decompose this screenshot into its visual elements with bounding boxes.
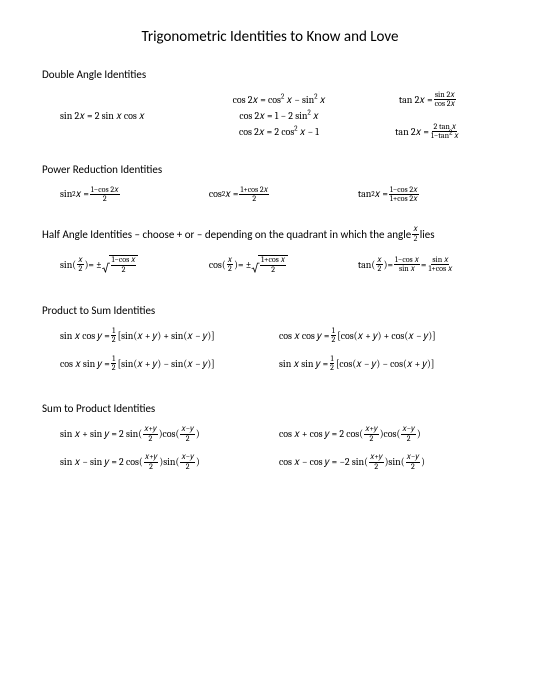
section-half-angle: Half Angle Identities – choose + or – de… xyxy=(42,225,498,274)
section-sum-to-prod: Sum to Product Identities sin 𝑥 + sin 𝑦 … xyxy=(42,402,498,471)
formula-cos2x-a: cos 2𝑥 = cos2 𝑥 − sin2 𝑥 xyxy=(233,94,326,106)
formula-sin2x: sin 2𝑥 = 2 sin 𝑥 cos 𝑥 xyxy=(60,110,200,122)
formula-sin-half: sin (𝑥2) = ± 1−cos 𝑥2 xyxy=(60,255,209,274)
formula-cos-half: cos (𝑥2) = ± 1+cos 𝑥2 xyxy=(209,255,358,274)
page-title: Trigonometric Identities to Know and Lov… xyxy=(42,28,498,46)
heading-double-angle: Double Angle Identities xyxy=(42,68,498,81)
formula-cossin: cos 𝑥 sin 𝑦 = 12[sin(𝑥 + 𝑦) − sin(𝑥 − 𝑦)… xyxy=(60,355,279,373)
formula-tan2x-b: tan 2𝑥 = 2 tan 𝑥1−tan2 𝑥 xyxy=(395,123,460,141)
formula-sincos: sin 𝑥 cos 𝑦 = 12[sin(𝑥 + 𝑦) + sin(𝑥 − 𝑦)… xyxy=(60,327,279,345)
section-prod-to-sum: Product to Sum Identities sin 𝑥 cos 𝑦 = … xyxy=(42,304,498,373)
formula-cosp: cos 𝑥 + cos 𝑦 = 2 cos (𝑥+𝑦2) cos (𝑥−𝑦2) xyxy=(279,425,498,443)
formula-sinp: sin 𝑥 + sin 𝑦 = 2 sin (𝑥+𝑦2) cos (𝑥−𝑦2) xyxy=(60,425,279,443)
formula-tan2x-a: tan 2𝑥 = sin 2𝑥cos 2𝑥 xyxy=(399,91,457,109)
heading-prod-to-sum: Product to Sum Identities xyxy=(42,304,498,317)
section-double-angle: Double Angle Identities sin 2𝑥 = 2 sin 𝑥… xyxy=(42,68,498,141)
formula-sinm: sin 𝑥 − sin 𝑦 = 2 cos (𝑥+𝑦2) sin (𝑥−𝑦2) xyxy=(60,453,279,471)
formula-sin2x-pr: sin2 𝑥 = 1−cos 2𝑥2 xyxy=(60,186,209,204)
formula-sinsin: sin 𝑥 sin 𝑦 = 12[cos(𝑥 − 𝑦) − cos(𝑥 + 𝑦)… xyxy=(279,355,498,373)
heading-half-angle: Half Angle Identities – choose + or – de… xyxy=(42,225,498,243)
formula-cos2x-b: cos 2𝑥 = 1 − 2 sin2 𝑥 xyxy=(239,110,318,122)
formula-cosm: cos 𝑥 − cos 𝑦 = −2 sin(𝑥+𝑦2) sin (𝑥−𝑦2) xyxy=(279,453,498,471)
formula-tan-half: tan (𝑥2) = 1−cos 𝑥sin 𝑥 = sin 𝑥1+cos 𝑥 xyxy=(358,256,498,274)
section-power-reduction: Power Reduction Identities sin2 𝑥 = 1−co… xyxy=(42,163,498,204)
heading-power-reduction: Power Reduction Identities xyxy=(42,163,498,176)
formula-coscos: cos 𝑥 cos 𝑦 = 12[cos(𝑥 + 𝑦) + cos(𝑥 − 𝑦)… xyxy=(279,327,498,345)
heading-sum-to-prod: Sum to Product Identities xyxy=(42,402,498,415)
formula-cos2x-c: cos 2𝑥 = 2 cos2 𝑥 − 1 xyxy=(239,126,319,138)
formula-cos2x-pr: cos2 𝑥 = 1+cos 2𝑥2 xyxy=(209,186,358,204)
formula-tan2x-pr: tan2 𝑥 = 1−cos 2𝑥1+cos 2𝑥 xyxy=(358,186,498,204)
